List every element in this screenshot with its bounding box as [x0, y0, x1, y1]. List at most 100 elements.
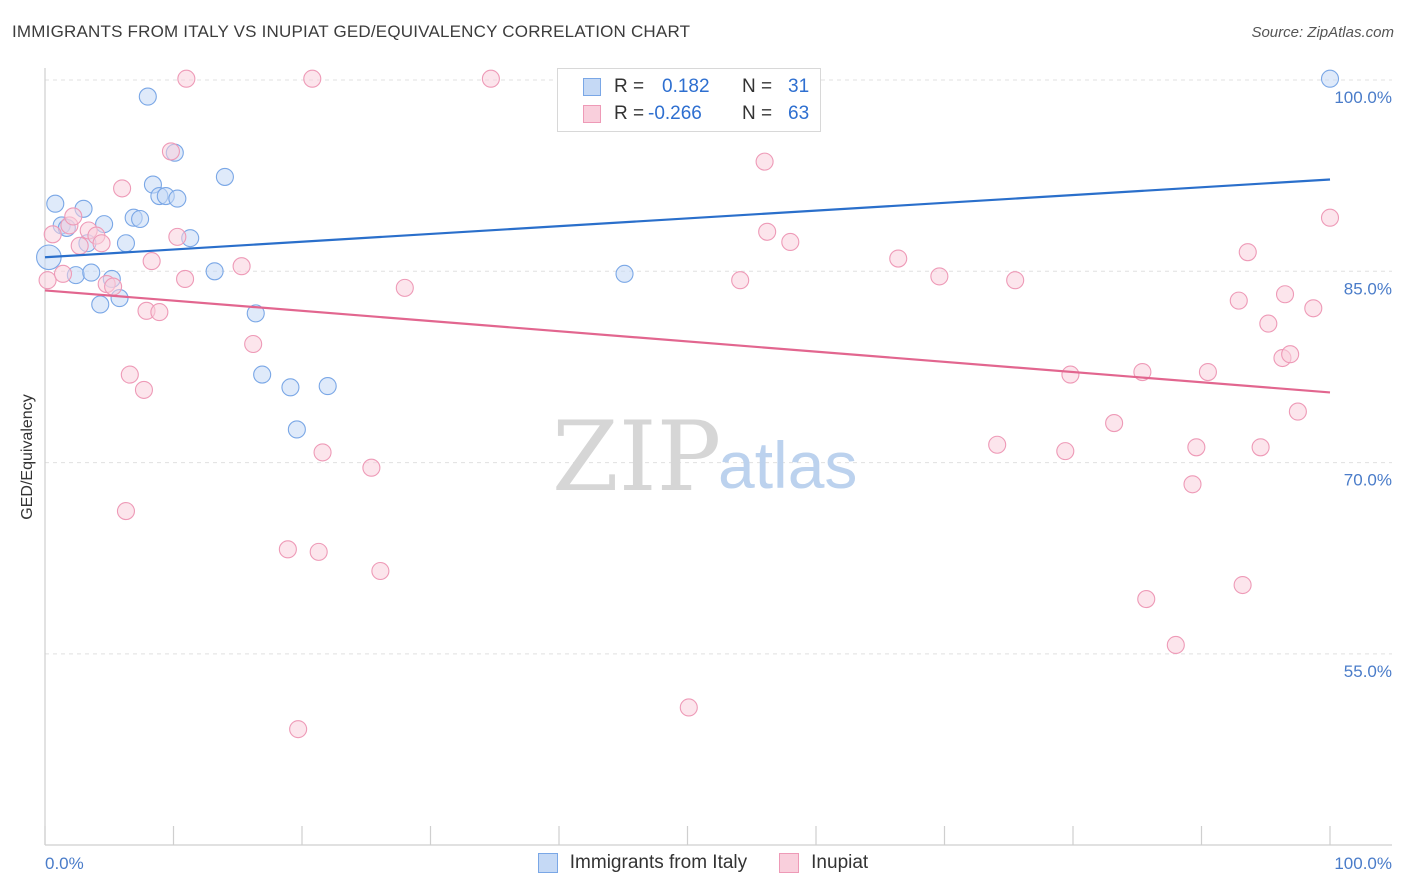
inupiat-point	[395, 278, 414, 297]
inupiat-point	[142, 252, 161, 271]
italy-point	[116, 234, 136, 253]
inupiat-point	[150, 303, 169, 322]
watermark-atlas: atlas	[718, 428, 857, 502]
inupiat-point	[371, 561, 390, 581]
inupiat-point	[289, 720, 308, 739]
inupiat-point	[1183, 475, 1202, 494]
italy-point	[91, 295, 110, 314]
y-tick-label: 70.0%	[1344, 471, 1392, 490]
chart-title: IMMIGRANTS FROM ITALY VS INUPIAT GED/EQU…	[12, 22, 691, 41]
inupiat-point	[70, 236, 89, 255]
inupiat-point	[1229, 291, 1248, 310]
n-label: N =	[742, 76, 773, 97]
x-tick-label: 0.0%	[45, 854, 84, 873]
inupiat-point	[1320, 208, 1340, 227]
inupiat-point	[176, 269, 195, 289]
legend-swatch-italy	[537, 853, 558, 873]
italy-trend-line	[44, 178, 1331, 259]
inupiat-point	[177, 69, 196, 88]
inupiat-point	[1105, 414, 1124, 433]
italy-point	[138, 87, 157, 106]
inupiat-point	[244, 334, 263, 354]
inupiat-point	[303, 69, 322, 88]
inupiat-point	[232, 257, 251, 276]
italy-point	[318, 377, 337, 396]
italy-point	[615, 264, 634, 283]
inupiat-point	[889, 249, 908, 268]
inupiat-point	[278, 540, 297, 559]
inupiat-point	[1187, 438, 1206, 457]
tick-labels: 100.0% 85.0% 70.0% 55.0% 0.0% 100.0%	[45, 88, 1392, 873]
inupiat-point	[1056, 442, 1075, 461]
stats-box: R = 0.182 N = 31 R = -0.266 N = 63	[557, 68, 821, 132]
inupiat-point	[38, 271, 57, 290]
watermark: ZIP atlas	[552, 401, 857, 513]
inupiat-point	[988, 435, 1007, 454]
inupiat-point	[1238, 243, 1257, 262]
inupiat-point	[1251, 438, 1270, 457]
grid-lines	[45, 79, 1392, 655]
y-tick-label: 55.0%	[1344, 662, 1392, 681]
inupiat-point	[113, 179, 132, 198]
r-label: R =	[614, 76, 645, 97]
inupiat-point	[755, 152, 774, 171]
data-points	[36, 69, 1340, 739]
n-value: 31	[788, 76, 810, 97]
inupiat-point	[161, 142, 180, 161]
source-label: Source: ZipAtlas.com	[1251, 24, 1394, 41]
r-value: -0.266	[648, 103, 702, 124]
inupiat-point	[116, 502, 136, 521]
italy-point	[246, 304, 265, 323]
stats-swatch-inupiat	[583, 105, 601, 123]
legend-label-italy: Immigrants from Italy	[569, 852, 748, 873]
n-value: 63	[788, 103, 810, 124]
y-tick-label: 100.0%	[1334, 88, 1392, 107]
legend-item-inupiat[interactable]: Inupiat	[779, 852, 868, 874]
r-label: R =	[614, 103, 645, 124]
inupiat-point	[1198, 363, 1217, 382]
inupiat-point	[1061, 365, 1080, 384]
inupiat-point	[1233, 575, 1252, 595]
inupiat-point	[1281, 345, 1300, 364]
y-tick-label: 85.0%	[1344, 279, 1392, 298]
inupiat-point	[120, 365, 139, 384]
inupiat-point	[1137, 590, 1156, 609]
italy-point	[1320, 69, 1340, 88]
inupiat-point	[1275, 285, 1295, 304]
watermark-zip: ZIP	[552, 401, 721, 513]
italy-point	[205, 262, 224, 281]
r-value: 0.182	[662, 76, 710, 97]
axes	[44, 68, 1392, 846]
italy-point	[131, 209, 150, 229]
italy-point	[168, 189, 187, 208]
inupiat-point	[313, 443, 332, 462]
inupiat-point	[1006, 271, 1025, 290]
stats-row-italy: R = 0.182 N = 31	[558, 74, 809, 100]
inupiat-point	[43, 225, 62, 244]
legend: Immigrants from Italy Inupiat	[0, 852, 1406, 874]
n-label: N =	[742, 103, 773, 124]
italy-point	[287, 420, 306, 439]
inupiat-point	[104, 277, 123, 296]
inupiat-point	[53, 264, 73, 283]
inupiat-point	[930, 267, 949, 286]
inupiat-point	[731, 271, 750, 290]
inupiat-point	[1259, 314, 1278, 333]
italy-point	[215, 167, 234, 186]
italy-point	[253, 365, 272, 384]
inupiat-point	[64, 207, 83, 226]
inupiat-point	[168, 227, 187, 246]
inupiat-point	[781, 232, 800, 252]
stats-swatch-italy	[583, 78, 601, 96]
inupiat-point	[1166, 635, 1185, 655]
inupiat-trend-line	[44, 289, 1331, 394]
inupiat-point	[134, 380, 153, 399]
inupiat-point	[1304, 299, 1323, 318]
legend-item-italy[interactable]: Immigrants from Italy	[537, 852, 748, 874]
x-tick-label: 100.0%	[1334, 854, 1392, 873]
trend-lines	[44, 178, 1331, 394]
inupiat-point	[1288, 402, 1307, 421]
legend-swatch-inupiat	[779, 853, 800, 873]
italy-point	[46, 194, 65, 213]
